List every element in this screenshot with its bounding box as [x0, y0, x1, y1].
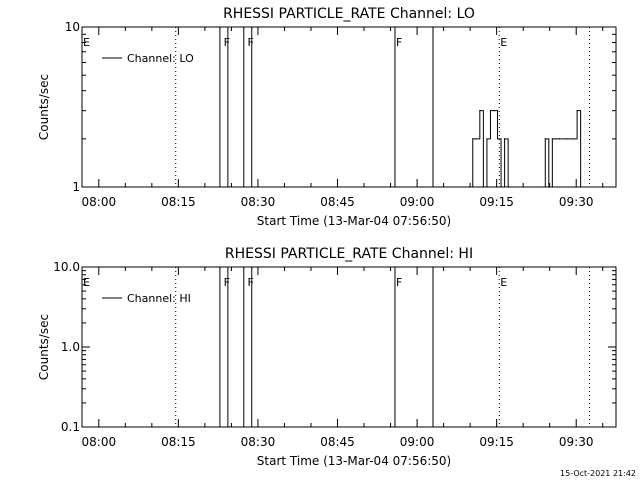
chart-panel-1: RHESSI PARTICLE_RATE Channel: LO 1 10 Count… [37, 6, 617, 228]
data-point [572, 138, 575, 140]
data-point [472, 138, 474, 140]
flag-label: F [247, 276, 253, 289]
data-point [489, 110, 492, 112]
chart-title: RHESSI PARTICLE_RATE Channel: LO [223, 6, 475, 22]
data-point [565, 138, 568, 140]
legend-entry: Channel: HI [127, 292, 191, 305]
chart-title: RHESSI PARTICLE_RATE Channel: HI [225, 246, 473, 262]
chart-panel-2: RHESSI PARTICLE_RATE Channel: HI 0.1 1.0 10… [37, 246, 617, 468]
x-tick-label: 08:30 [241, 435, 276, 449]
flag-label: F [396, 276, 402, 289]
x-tick-label: 09:15 [479, 435, 514, 449]
y-tick-label: 1 [72, 180, 80, 194]
plot-frame [81, 26, 617, 188]
flag-label: F [224, 276, 230, 289]
data-point [555, 138, 557, 140]
series-line [469, 110, 583, 188]
x-tick-label: 08:00 [82, 195, 117, 209]
data-point [504, 138, 506, 140]
y-tick-label: 10.0 [53, 260, 80, 274]
data-point [551, 138, 553, 140]
x-axis-label: Start Time (13-Mar-04 07:56:50) [257, 214, 451, 228]
flag-label: F [224, 36, 230, 49]
flag-label: E [500, 36, 507, 49]
y-axis-label: Counts/sec [37, 74, 51, 140]
y-tick-label: 10 [65, 20, 80, 34]
x-tick-label: 09:30 [559, 435, 594, 449]
flag-label: E [83, 276, 90, 289]
y-axis-label: Counts/sec [37, 314, 51, 380]
y-tick-label: 0.1 [61, 420, 80, 434]
x-tick-label: 08:15 [161, 435, 196, 449]
data-point [544, 138, 546, 140]
x-tick-label: 08:00 [82, 435, 117, 449]
x-tick-label: 09:00 [400, 435, 435, 449]
data-point [507, 186, 509, 188]
data-point [482, 186, 484, 188]
data-point [500, 186, 502, 188]
data-point [475, 138, 477, 140]
x-tick-label: 09:00 [400, 195, 435, 209]
x-tick-label: 08:45 [320, 195, 355, 209]
x-tick-label: 08:30 [241, 195, 276, 209]
data-point [493, 110, 495, 112]
plot-frame [81, 266, 617, 428]
footer-timestamp: 15-Oct-2021 21:42 [560, 469, 636, 478]
x-tick-label: 08:45 [320, 435, 355, 449]
legend-entry: Channel: LO [127, 52, 194, 65]
data-point [486, 138, 488, 140]
data-point [576, 110, 578, 112]
data-point [468, 186, 470, 188]
data-point [548, 186, 550, 188]
data-point [479, 110, 481, 112]
data-point [580, 186, 582, 188]
flag-label: F [396, 36, 402, 49]
data-point [496, 138, 499, 140]
x-tick-label: 09:30 [559, 195, 594, 209]
flag-label: E [500, 276, 507, 289]
x-axis-label: Start Time (13-Mar-04 07:56:50) [257, 454, 451, 468]
flag-label: F [247, 36, 253, 49]
flag-label: E [83, 36, 90, 49]
x-tick-label: 09:15 [479, 195, 514, 209]
data-point [541, 186, 543, 188]
y-tick-label: 1.0 [61, 340, 80, 354]
data-point [558, 138, 561, 140]
x-tick-label: 08:15 [161, 195, 196, 209]
